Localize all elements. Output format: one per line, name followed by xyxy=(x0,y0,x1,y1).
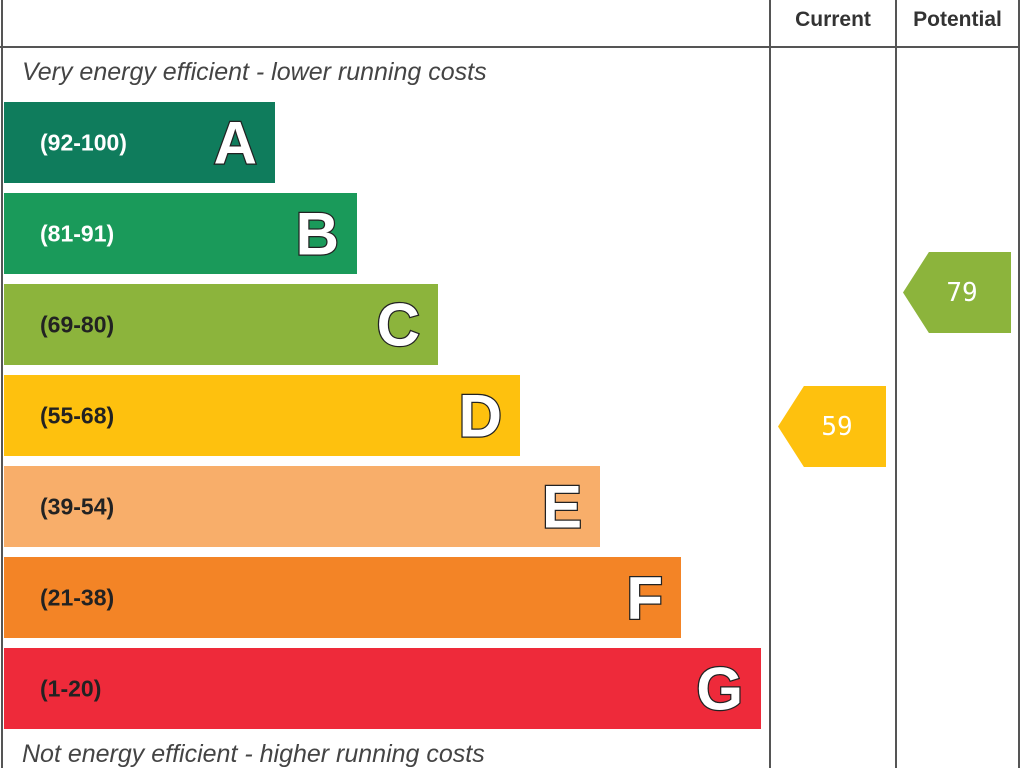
band-c: (69-80) C xyxy=(4,284,438,365)
band-letter: E xyxy=(541,472,584,542)
band-a: (92-100) A xyxy=(4,102,275,183)
band-range-label: (69-80) xyxy=(40,311,115,337)
potential-column-header: Potential xyxy=(913,8,1002,31)
band-letter: D xyxy=(457,381,503,451)
current-rating-arrow: 59 xyxy=(778,386,886,467)
band-range-label: (1-20) xyxy=(40,675,102,701)
band-range-label: (55-68) xyxy=(40,402,115,428)
band-range-label: (81-91) xyxy=(40,220,115,246)
band-letter: A xyxy=(212,108,258,178)
potential-column-divider xyxy=(895,0,897,768)
band-range-label: (21-38) xyxy=(40,584,115,610)
band-range-label: (39-54) xyxy=(40,493,115,519)
current-column-divider xyxy=(769,0,771,768)
chart-left-border xyxy=(1,0,3,768)
top-caption: Very energy efficient - lower running co… xyxy=(22,58,487,86)
potential-rating-value: 79 xyxy=(946,277,978,308)
current-column-header: Current xyxy=(795,8,871,31)
band-b: (81-91) B xyxy=(4,193,357,274)
band-letter: G xyxy=(695,654,744,724)
band-e: (39-54) E xyxy=(4,466,600,547)
header-divider xyxy=(0,46,1020,48)
potential-rating-arrow: 79 xyxy=(903,252,1011,333)
band-d: (55-68) D xyxy=(4,375,520,456)
band-letter: F xyxy=(625,563,664,633)
current-rating-value: 59 xyxy=(821,411,853,442)
bottom-caption: Not energy efficient - higher running co… xyxy=(22,740,485,768)
band-range-label: (92-100) xyxy=(40,129,127,155)
band-letter: C xyxy=(375,290,421,360)
band-letter: B xyxy=(294,199,340,269)
chart-right-border xyxy=(1018,0,1020,768)
band-f: (21-38) F xyxy=(4,557,681,638)
band-g: (1-20) G xyxy=(4,648,761,729)
